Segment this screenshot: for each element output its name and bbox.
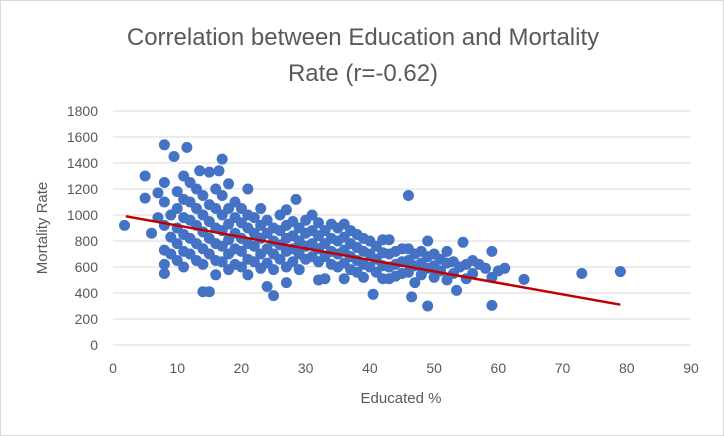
data-point [248,240,260,252]
data-point [486,245,498,257]
data-point [216,190,228,201]
data-point [248,212,260,224]
data-point [479,262,491,274]
data-point [210,269,222,281]
data-point [242,269,254,281]
x-tick-label: 70 [555,360,571,376]
data-point [194,165,206,177]
data-point [181,141,193,153]
y-tick-label: 1600 [67,129,98,145]
data-point [197,190,209,201]
data-point [268,290,280,302]
data-point [168,151,180,162]
data-point [242,183,254,195]
data-point [171,186,183,198]
data-point [499,262,511,274]
y-tick-label: 1200 [67,181,98,197]
x-tick-label: 90 [683,360,699,376]
data-point [319,273,331,285]
data-point [441,245,453,257]
y-tick-label: 1800 [67,103,98,119]
data-point [213,165,225,177]
data-point [146,227,158,239]
data-point [338,273,350,285]
data-point [158,268,170,279]
x-tick-label: 60 [491,360,507,376]
y-tick-label: 200 [75,311,99,327]
x-axis-ticks: 0 10 20 30 40 50 60 70 80 90 [109,360,699,376]
y-tick-label: 800 [75,233,99,249]
data-point [518,273,530,285]
x-tick-label: 80 [619,360,635,376]
data-point [119,219,131,231]
data-point [216,153,228,165]
x-tick-label: 50 [426,360,442,376]
x-tick-label: 10 [169,360,185,376]
data-point [171,203,183,214]
data-point [367,288,379,300]
data-point [576,268,588,279]
data-point [223,178,235,190]
data-point [614,266,626,278]
data-point [409,277,421,289]
y-axis-ticks: 0 200 400 600 800 1000 1200 1400 1600 1800 [67,103,98,353]
data-point [357,271,369,283]
data-point [274,253,286,265]
data-point [158,139,170,151]
x-tick-label: 20 [234,360,250,376]
data-point [178,261,190,273]
y-tick-label: 1400 [67,155,98,171]
data-point [139,192,151,204]
data-point [422,235,434,247]
data-point [287,256,299,268]
data-point [457,236,469,248]
data-point [152,187,164,199]
data-point [158,177,170,188]
data-point [306,209,318,221]
chart-title-line-1: Correlation between Education and Mortal… [127,24,599,51]
data-point [261,281,273,292]
data-point [280,204,292,216]
data-point [313,217,325,229]
data-point [203,166,215,178]
y-tick-label: 0 [90,337,98,353]
data-point [171,238,183,250]
data-point [383,234,395,246]
data-point [158,196,170,208]
data-point [203,286,215,298]
data-point [467,268,479,279]
data-point [197,258,209,270]
data-point [486,299,498,311]
data-point [268,264,280,276]
data-point [402,190,414,201]
x-tick-label: 40 [362,360,378,376]
data-point [158,258,170,270]
data-point [422,300,434,312]
chart-title-line-2: Rate (r=-0.62) [288,60,438,87]
data-point [235,261,247,273]
y-tick-label: 1000 [67,207,98,223]
data-point [406,291,418,303]
y-tick-label: 400 [75,285,99,301]
y-axis-title: Mortality Rate [34,182,51,275]
trendline [125,215,621,306]
data-point [139,170,151,182]
trendline-layer [125,215,621,306]
data-points [119,139,626,312]
y-tick-label: 600 [75,259,99,275]
x-axis-title: Educated % [361,390,442,407]
data-point [290,193,302,205]
data-point [293,264,305,276]
data-point [216,256,228,268]
x-tick-label: 0 [109,360,117,376]
x-tick-label: 30 [298,360,314,376]
data-point [261,214,273,226]
data-point [451,284,463,296]
data-point [280,277,292,289]
data-point [235,245,247,257]
data-point [255,203,267,214]
